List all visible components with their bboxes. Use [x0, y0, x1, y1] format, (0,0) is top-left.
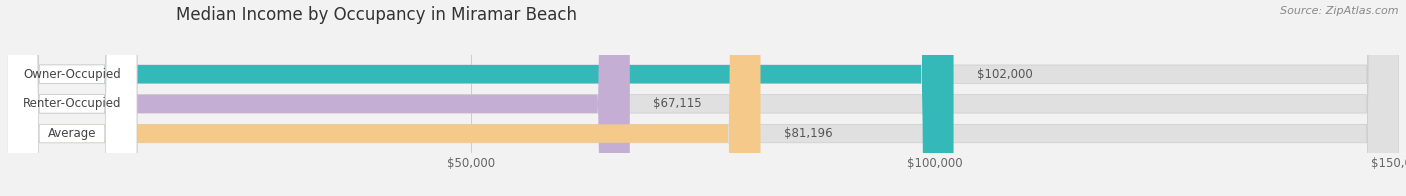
- Text: Source: ZipAtlas.com: Source: ZipAtlas.com: [1281, 6, 1399, 16]
- FancyBboxPatch shape: [7, 0, 630, 196]
- Text: $67,115: $67,115: [652, 97, 702, 110]
- FancyBboxPatch shape: [7, 0, 136, 196]
- FancyBboxPatch shape: [7, 0, 1399, 196]
- FancyBboxPatch shape: [7, 0, 1399, 196]
- FancyBboxPatch shape: [7, 0, 761, 196]
- FancyBboxPatch shape: [7, 0, 136, 196]
- Text: Median Income by Occupancy in Miramar Beach: Median Income by Occupancy in Miramar Be…: [176, 6, 576, 24]
- FancyBboxPatch shape: [7, 0, 136, 196]
- Text: $81,196: $81,196: [783, 127, 832, 140]
- Text: Average: Average: [48, 127, 96, 140]
- FancyBboxPatch shape: [7, 0, 953, 196]
- FancyBboxPatch shape: [7, 0, 1399, 196]
- Text: Renter-Occupied: Renter-Occupied: [22, 97, 121, 110]
- Text: $102,000: $102,000: [977, 68, 1032, 81]
- Text: Owner-Occupied: Owner-Occupied: [22, 68, 121, 81]
